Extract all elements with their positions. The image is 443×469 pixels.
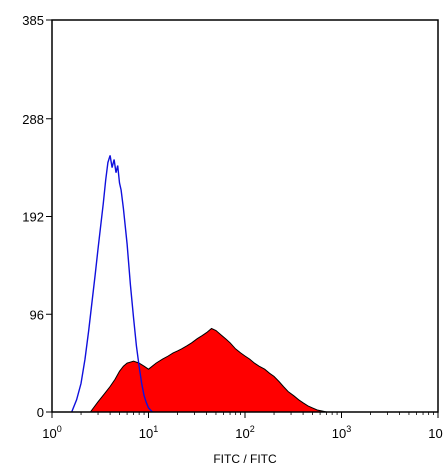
y-tick-label: 96: [30, 307, 44, 322]
y-tick-label: 288: [22, 112, 44, 127]
x-tick-label: 101: [139, 424, 158, 441]
plot-frame: [51, 19, 439, 413]
series-layer: [71, 155, 327, 413]
y-tick-label: 192: [22, 210, 44, 225]
x-tick-label: 103: [332, 424, 351, 441]
x-tick-label: 104: [428, 424, 443, 441]
series-filled-histogram: [89, 327, 327, 413]
x-tick-label: 100: [42, 424, 61, 441]
x-tick-label: 102: [235, 424, 254, 441]
x-axis-title: FITC / FITC: [213, 452, 277, 466]
y-tick-label: 385: [22, 13, 44, 28]
y-tick-label: 0: [37, 405, 44, 420]
series-outline-histogram: [71, 155, 153, 413]
